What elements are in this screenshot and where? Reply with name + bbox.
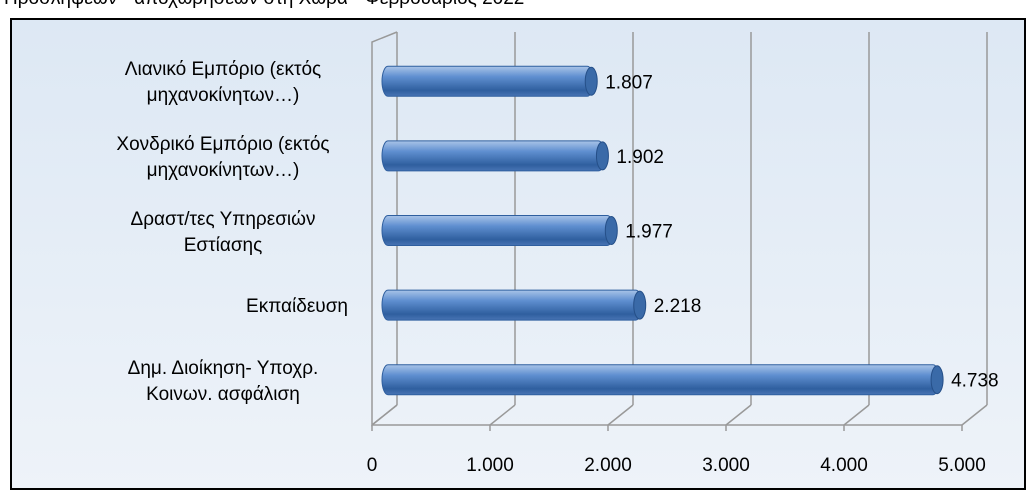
grid-line-floor (843, 404, 870, 426)
y-tick-label-box: Χονδρικό Εμπόριο (εκτός μηχανοκίνητων…) (98, 132, 348, 184)
grid-line-floor (725, 404, 752, 426)
bar (381, 215, 614, 246)
data-label: 2.218 (654, 296, 702, 317)
x-tick-label: 2.000 (584, 455, 632, 476)
chart-title: Προσλήψεων - αποχωρήσεων στη Χώρα - Φεβρ… (4, 0, 524, 10)
bar-cap (604, 216, 618, 245)
y-tick-label: Λιανικό Εμπόριο (εκτός μηχανοκίνητων…) (124, 59, 322, 107)
x-tick-label: 5.000 (938, 455, 986, 476)
grid-line-floor (489, 404, 516, 426)
y-tick-label: Χονδρικό Εμπόριο (εκτός μηχανοκίνητων…) (116, 133, 330, 181)
data-label: 1.807 (605, 72, 653, 93)
bar-cap (930, 365, 944, 395)
bar-cap (595, 141, 609, 171)
bar (381, 289, 643, 321)
data-label: 1.977 (625, 222, 673, 243)
grid-line-floor (371, 404, 398, 426)
background (12, 20, 1024, 488)
y-tick-label: Εκπαίδευση (246, 296, 348, 318)
grid-line-floor (961, 404, 988, 426)
x-tick-label: 0 (367, 455, 378, 476)
data-label: 1.902 (616, 147, 664, 168)
bar (381, 140, 605, 172)
grid-line-floor (607, 404, 634, 426)
y-tick-label-box: Εκπαίδευση (246, 294, 348, 320)
y-tick-label-box: Λιανικό Εμπόριο (εκτός μηχανοκίνητων…) (98, 57, 348, 109)
y-tick-label-box: Δημ. Διοίκηση- Υποχρ. Κοινων. ασφάλιση (98, 356, 348, 408)
x-tick-label: 1.000 (466, 455, 514, 476)
bar-cap (584, 66, 598, 96)
data-label: 4.738 (951, 371, 999, 392)
chart-frame: 0 1.000 2.000 3.000 4.000 5.000 1.807 1.902 1.97… (10, 18, 1026, 490)
x-tick-label: 4.000 (820, 455, 868, 476)
bar (381, 364, 940, 396)
y-tick-label: Δραστ/τες Υπηρεσιών Εστίασης (130, 208, 316, 256)
bar (381, 65, 594, 97)
x-tick-label: 3.000 (702, 455, 750, 476)
y-tick-label: Δημ. Διοίκηση- Υποχρ. Κοινων. ασφάλιση (127, 357, 319, 405)
bar-cap (633, 290, 647, 320)
y-tick-label-box: Δραστ/τες Υπηρεσιών Εστίασης (98, 207, 348, 259)
chart: 0 1.000 2.000 3.000 4.000 5.000 1.807 1.902 1.97… (12, 20, 1024, 488)
